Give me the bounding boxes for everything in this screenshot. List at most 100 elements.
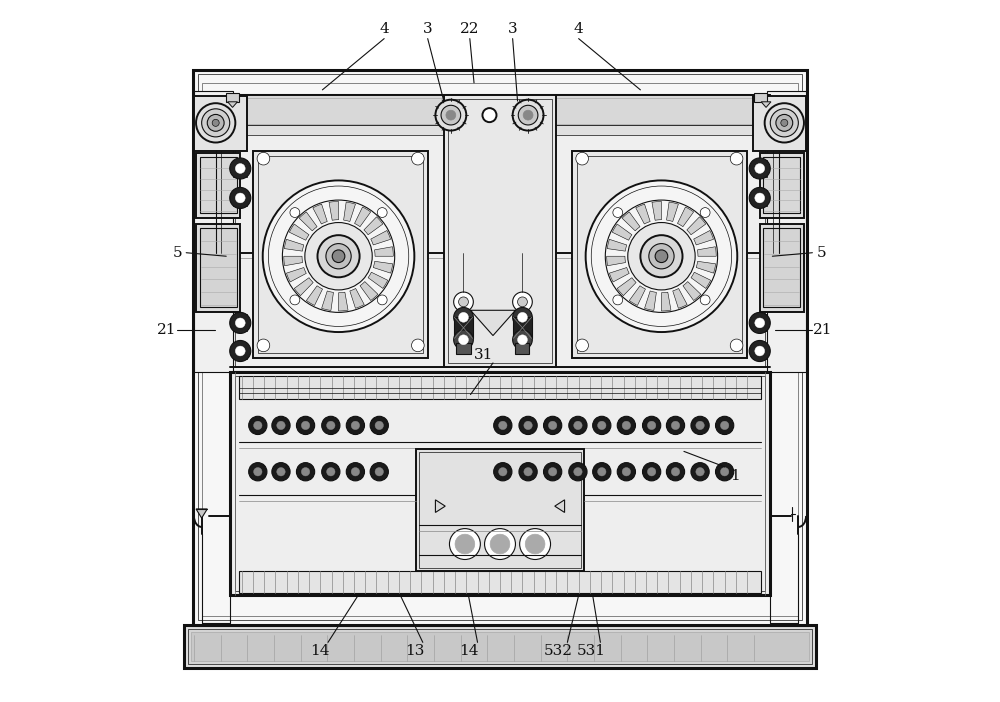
Text: 21: 21 bbox=[813, 323, 833, 337]
Circle shape bbox=[454, 292, 473, 312]
Circle shape bbox=[569, 416, 587, 435]
Circle shape bbox=[207, 114, 224, 131]
Bar bbox=[760, 153, 804, 218]
Bar bbox=[760, 224, 804, 312]
Circle shape bbox=[449, 529, 480, 559]
Circle shape bbox=[277, 421, 285, 430]
Circle shape bbox=[296, 416, 315, 435]
Polygon shape bbox=[344, 202, 355, 222]
Circle shape bbox=[346, 416, 365, 435]
Circle shape bbox=[700, 295, 710, 305]
Circle shape bbox=[696, 421, 704, 430]
Circle shape bbox=[513, 100, 544, 131]
Circle shape bbox=[749, 187, 770, 208]
Circle shape bbox=[720, 421, 729, 430]
Bar bbox=[753, 96, 806, 151]
Circle shape bbox=[518, 105, 538, 125]
Circle shape bbox=[628, 223, 695, 290]
Circle shape bbox=[524, 421, 532, 430]
Text: 532: 532 bbox=[544, 644, 573, 658]
Circle shape bbox=[519, 463, 537, 481]
Polygon shape bbox=[471, 310, 515, 336]
Text: 3: 3 bbox=[508, 22, 517, 37]
Circle shape bbox=[235, 346, 245, 356]
Polygon shape bbox=[435, 500, 445, 512]
Circle shape bbox=[755, 346, 765, 356]
Polygon shape bbox=[612, 224, 632, 240]
Circle shape bbox=[499, 468, 507, 476]
Bar bbox=[233, 190, 247, 206]
Bar bbox=[196, 224, 240, 312]
Circle shape bbox=[375, 468, 383, 476]
Polygon shape bbox=[609, 267, 629, 282]
Circle shape bbox=[249, 463, 267, 481]
Bar bbox=[753, 343, 767, 359]
Polygon shape bbox=[622, 212, 640, 231]
Circle shape bbox=[640, 235, 683, 277]
Circle shape bbox=[455, 534, 475, 554]
Circle shape bbox=[412, 339, 424, 352]
Circle shape bbox=[593, 416, 611, 435]
Polygon shape bbox=[196, 509, 207, 518]
Circle shape bbox=[548, 468, 557, 476]
Polygon shape bbox=[360, 282, 378, 300]
Circle shape bbox=[544, 416, 562, 435]
Circle shape bbox=[598, 421, 606, 430]
Circle shape bbox=[301, 421, 310, 430]
Polygon shape bbox=[350, 289, 364, 308]
Bar bbox=[235, 100, 765, 367]
Bar bbox=[233, 314, 247, 331]
Text: 14: 14 bbox=[459, 644, 478, 658]
Bar bbox=[763, 157, 800, 213]
Bar bbox=[454, 317, 473, 338]
Circle shape bbox=[196, 103, 235, 143]
Circle shape bbox=[576, 339, 588, 352]
Bar bbox=[193, 70, 807, 625]
Circle shape bbox=[346, 463, 365, 481]
Bar bbox=[456, 343, 471, 354]
Circle shape bbox=[617, 416, 635, 435]
Circle shape bbox=[691, 463, 709, 481]
Circle shape bbox=[720, 468, 729, 476]
Bar bbox=[230, 372, 770, 595]
Bar bbox=[198, 74, 802, 620]
Polygon shape bbox=[284, 239, 304, 251]
Polygon shape bbox=[368, 272, 388, 289]
Circle shape bbox=[254, 421, 262, 430]
Polygon shape bbox=[696, 261, 716, 273]
Circle shape bbox=[544, 463, 562, 481]
Polygon shape bbox=[364, 217, 383, 234]
Circle shape bbox=[730, 339, 743, 352]
Circle shape bbox=[230, 158, 251, 179]
Circle shape bbox=[301, 468, 310, 476]
Bar bbox=[239, 376, 761, 399]
Polygon shape bbox=[761, 102, 771, 107]
Circle shape bbox=[317, 235, 360, 277]
Polygon shape bbox=[607, 239, 627, 251]
Circle shape bbox=[518, 297, 527, 307]
Text: 22: 22 bbox=[460, 22, 480, 37]
Circle shape bbox=[716, 416, 734, 435]
Polygon shape bbox=[306, 286, 323, 305]
Polygon shape bbox=[645, 291, 656, 310]
Bar bbox=[230, 125, 770, 135]
Circle shape bbox=[305, 223, 372, 290]
Circle shape bbox=[643, 416, 661, 435]
Circle shape bbox=[574, 468, 582, 476]
Circle shape bbox=[454, 307, 473, 327]
Text: 31: 31 bbox=[473, 347, 493, 362]
Circle shape bbox=[730, 152, 743, 165]
Circle shape bbox=[235, 164, 245, 173]
Bar bbox=[230, 95, 770, 372]
Circle shape bbox=[569, 463, 587, 481]
Polygon shape bbox=[555, 500, 565, 512]
Bar bbox=[416, 449, 584, 571]
Circle shape bbox=[647, 468, 656, 476]
Circle shape bbox=[322, 416, 340, 435]
Polygon shape bbox=[687, 217, 706, 234]
Circle shape bbox=[249, 416, 267, 435]
Circle shape bbox=[290, 295, 300, 305]
Circle shape bbox=[643, 463, 661, 481]
Text: 4: 4 bbox=[574, 22, 583, 37]
Circle shape bbox=[230, 187, 251, 208]
